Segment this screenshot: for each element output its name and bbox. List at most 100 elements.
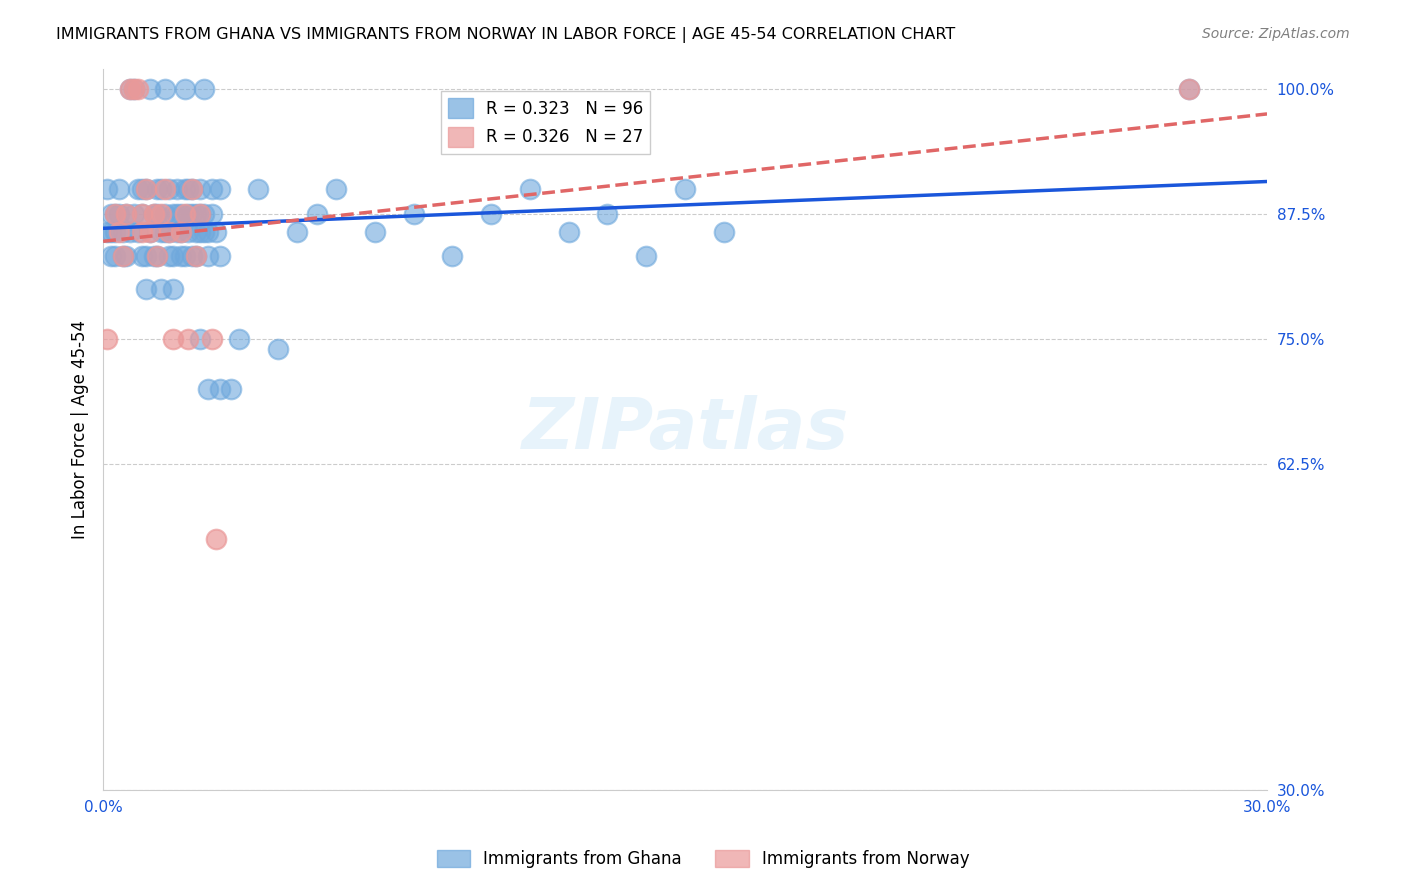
Point: [636, 249, 658, 263]
Point: [177, 225, 200, 239]
Point: [267, 342, 290, 356]
Point: [441, 249, 464, 263]
Point: [127, 81, 149, 95]
Point: [162, 207, 184, 221]
Point: [146, 249, 169, 263]
Point: [111, 225, 134, 239]
Point: [197, 249, 219, 263]
Point: [173, 207, 195, 221]
Point: [170, 225, 193, 239]
Point: [142, 249, 165, 263]
Point: [104, 207, 127, 221]
Point: [120, 81, 142, 95]
Legend: Immigrants from Ghana, Immigrants from Norway: Immigrants from Ghana, Immigrants from N…: [430, 843, 976, 875]
Point: [188, 225, 211, 239]
Text: Source: ZipAtlas.com: Source: ZipAtlas.com: [1202, 27, 1350, 41]
Point: [157, 225, 180, 239]
Point: [131, 182, 153, 196]
Point: [142, 207, 165, 221]
Point: [173, 182, 195, 196]
Point: [219, 382, 242, 396]
Point: [188, 207, 211, 221]
Legend: R = 0.323   N = 96, R = 0.326   N = 27: R = 0.323 N = 96, R = 0.326 N = 27: [441, 91, 650, 153]
Point: [166, 182, 188, 196]
Point: [153, 81, 176, 95]
Point: [135, 182, 157, 196]
Point: [138, 81, 160, 95]
Point: [177, 332, 200, 346]
Point: [131, 225, 153, 239]
Point: [153, 207, 176, 221]
Point: [713, 225, 735, 239]
Point: [162, 249, 184, 263]
Point: [208, 382, 231, 396]
Point: [557, 225, 579, 239]
Point: [150, 282, 173, 296]
Point: [197, 225, 219, 239]
Point: [153, 225, 176, 239]
Point: [107, 207, 129, 221]
Point: [115, 207, 138, 221]
Point: [170, 249, 193, 263]
Point: [186, 225, 208, 239]
Point: [131, 249, 153, 263]
Point: [111, 249, 134, 263]
Point: [107, 225, 129, 239]
Point: [157, 182, 180, 196]
Point: [186, 249, 208, 263]
Point: [170, 225, 193, 239]
Point: [188, 332, 211, 346]
Point: [146, 182, 169, 196]
Point: [115, 207, 138, 221]
Point: [162, 282, 184, 296]
Point: [173, 81, 195, 95]
Point: [135, 282, 157, 296]
Point: [127, 182, 149, 196]
Point: [100, 225, 122, 239]
Point: [96, 182, 118, 196]
Point: [1178, 81, 1201, 95]
Point: [131, 207, 153, 221]
Point: [115, 249, 138, 263]
Point: [519, 182, 541, 196]
Point: [150, 225, 173, 239]
Point: [153, 182, 176, 196]
Point: [120, 81, 142, 95]
Point: [138, 225, 160, 239]
Point: [135, 249, 157, 263]
Point: [186, 249, 208, 263]
Point: [197, 382, 219, 396]
Point: [193, 207, 215, 221]
Point: [208, 249, 231, 263]
Point: [193, 225, 215, 239]
Point: [100, 249, 122, 263]
Point: [104, 207, 127, 221]
Point: [201, 207, 224, 221]
Point: [100, 207, 122, 221]
Point: [166, 225, 188, 239]
Point: [142, 207, 165, 221]
Point: [107, 182, 129, 196]
Point: [364, 225, 387, 239]
Point: [138, 225, 160, 239]
Point: [186, 207, 208, 221]
Point: [181, 182, 204, 196]
Point: [325, 182, 347, 196]
Point: [173, 249, 195, 263]
Point: [188, 182, 211, 196]
Text: ZIPatlas: ZIPatlas: [522, 394, 849, 464]
Point: [673, 182, 696, 196]
Point: [104, 225, 127, 239]
Point: [247, 182, 270, 196]
Point: [188, 207, 211, 221]
Point: [157, 225, 180, 239]
Point: [201, 332, 224, 346]
Point: [181, 249, 204, 263]
Point: [177, 207, 200, 221]
Point: [150, 182, 173, 196]
Point: [111, 249, 134, 263]
Point: [402, 207, 425, 221]
Point: [177, 182, 200, 196]
Point: [157, 249, 180, 263]
Point: [201, 182, 224, 196]
